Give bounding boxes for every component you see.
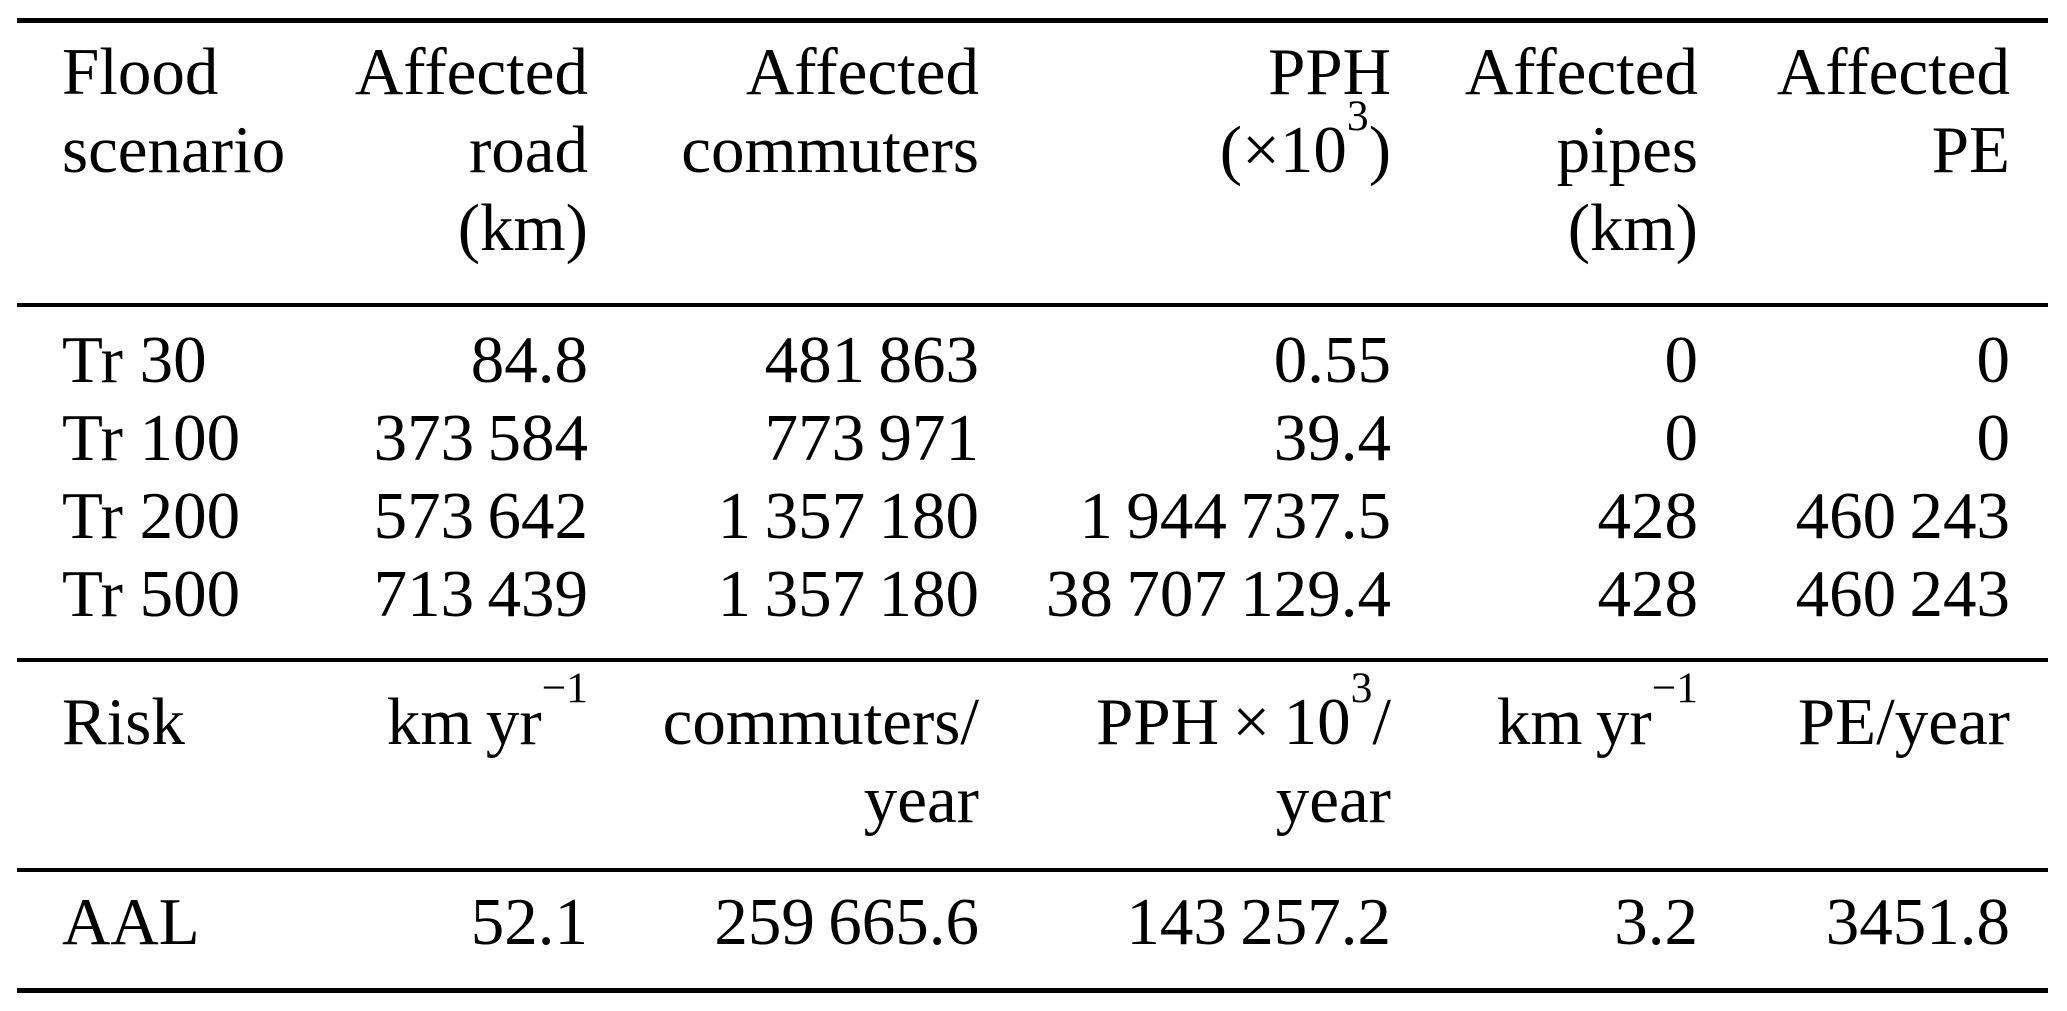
cell-commuters: 773 971 [764,401,979,475]
header-line: PE [1931,113,2010,187]
header-line: Flood [62,35,219,109]
risk-unit-pipes: km yr−1 [1391,667,1698,761]
scenario-label: Tr 100 [62,401,241,475]
unit-base: km yr [386,685,542,759]
pph-units-open: (×10 [1219,113,1347,187]
cell-commuters: 1 357 180 [717,557,979,631]
cell-pe: 0 [1976,401,2011,475]
header-line: pipes [1556,113,1698,187]
cell-road: 373 584 [373,401,588,475]
header-line: road [468,113,588,187]
table-data-section: Tr 30 84.8 481 863 0.55 0 0 Tr 100 373 5… [17,303,2048,658]
cell-pph: 39.4 [1273,401,1391,475]
cell-commuters: 1 357 180 [717,479,979,553]
cell-pipes: 428 [1597,479,1699,553]
header-line: PPH [1268,35,1391,109]
risk-unit-road: km yr−1 [347,667,588,761]
cell-road: 713 439 [373,557,588,631]
header-line: (km) [1567,191,1698,265]
unit-base: PPH × 10 [1096,685,1351,759]
unit-exponent: −1 [541,664,588,713]
unit-pph-per-year: PPH × 103/ [979,667,1391,761]
risk-unit-pe: PE/year [1797,685,2010,759]
unit-base: km yr [1496,685,1652,759]
cell-pe: 0 [1976,323,2011,397]
unit-exponent: −1 [1651,664,1698,713]
table-row-tr-500: Tr 500 713 439 1 357 180 38 707 129.4 42… [17,555,2048,633]
unit-line: year [1275,763,1391,837]
cell-commuters: 481 863 [764,323,979,397]
aal-road: 52.1 [470,885,588,959]
aal-pph: 143 257.2 [1126,885,1391,959]
unit-line: year [863,763,979,837]
header-affected-road: Affected road (km) [347,33,588,267]
cell-pipes: 0 [1664,401,1699,475]
header-pph: PPH (×103) [979,33,1391,189]
cell-pe: 460 243 [1795,479,2010,553]
unit-km-per-year: km yr−1 [1391,667,1698,761]
cell-pph: 0.55 [1273,323,1391,397]
aal-pe: 3451.8 [1825,885,2010,959]
cell-pph: 38 707 129.4 [1045,557,1391,631]
cell-road: 573 642 [373,479,588,553]
unit-slash: / [1372,685,1391,759]
pph-units-close: ) [1368,113,1391,187]
scenario-label: Tr 30 [62,323,207,397]
table-aal-row: AAL 52.1 259 665.6 143 257.2 3.2 3451.8 [17,868,2048,988]
scenario-label: Tr 500 [62,557,241,631]
header-flood-scenario: Flood scenario [17,33,347,189]
header-line: Affected [1464,35,1698,109]
unit-exponent: 3 [1350,664,1373,713]
scenario-label: Tr 200 [62,479,241,553]
cell-pe: 460 243 [1795,557,2010,631]
aal-commuters: 259 665.6 [714,885,979,959]
table-row-tr-30: Tr 30 84.8 481 863 0.55 0 0 [17,321,2048,399]
risk-label: Risk [62,685,185,759]
header-line: (km) [457,191,588,265]
aal-pipes: 3.2 [1614,885,1698,959]
cell-road: 84.8 [470,323,588,397]
risk-unit-commuters: commuters/ year [588,683,979,839]
unit-line: commuters/ [662,685,979,759]
cell-pipes: 0 [1664,323,1699,397]
cell-pipes: 428 [1597,557,1699,631]
cell-pph: 1 944 737.5 [1079,479,1391,553]
header-line: commuters [681,113,979,187]
header-affected-commuters: Affected commuters [588,33,979,189]
header-line-pph-units: (×103) [979,95,1391,189]
table-row-tr-200: Tr 200 573 642 1 357 180 1 944 737.5 428… [17,477,2048,555]
table-header-row: Flood scenario Affected road (km) Affect… [17,18,2048,303]
unit-km-per-year: km yr−1 [347,667,588,761]
flood-risk-table: Flood scenario Affected road (km) Affect… [17,18,2048,993]
pph-units-exponent: 3 [1346,92,1369,141]
aal-label: AAL [62,885,200,959]
header-affected-pe: Affected PE [1698,33,2048,189]
header-line: Affected [745,35,979,109]
header-line: scenario [62,113,286,187]
risk-unit-pph: PPH × 103/ year [979,667,1391,839]
header-line: Affected [354,35,588,109]
table-risk-units-row: Risk km yr−1 commuters/ year PPH × 103/ … [17,658,2048,868]
header-affected-pipes: Affected pipes (km) [1391,33,1698,267]
table-row-tr-100: Tr 100 373 584 773 971 39.4 0 0 [17,399,2048,477]
header-line: Affected [1776,35,2010,109]
